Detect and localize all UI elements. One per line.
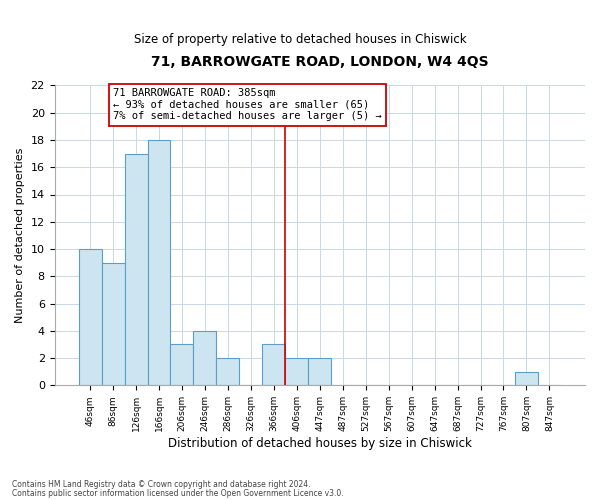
Text: 71 BARROWGATE ROAD: 385sqm
← 93% of detached houses are smaller (65)
7% of semi-: 71 BARROWGATE ROAD: 385sqm ← 93% of deta…	[113, 88, 382, 122]
Text: Size of property relative to detached houses in Chiswick: Size of property relative to detached ho…	[134, 32, 466, 46]
Bar	[286, 358, 308, 386]
Bar	[101, 262, 125, 386]
Bar	[79, 249, 101, 386]
Bar	[217, 358, 239, 386]
Text: Contains HM Land Registry data © Crown copyright and database right 2024.: Contains HM Land Registry data © Crown c…	[12, 480, 311, 489]
Bar	[170, 344, 193, 386]
Bar	[193, 331, 217, 386]
Bar	[262, 344, 286, 386]
Title: 71, BARROWGATE ROAD, LONDON, W4 4QS: 71, BARROWGATE ROAD, LONDON, W4 4QS	[151, 55, 488, 69]
Y-axis label: Number of detached properties: Number of detached properties	[15, 148, 25, 323]
Bar	[148, 140, 170, 386]
Bar	[125, 154, 148, 386]
Bar	[308, 358, 331, 386]
Bar	[515, 372, 538, 386]
X-axis label: Distribution of detached houses by size in Chiswick: Distribution of detached houses by size …	[168, 437, 472, 450]
Text: Contains public sector information licensed under the Open Government Licence v3: Contains public sector information licen…	[12, 488, 344, 498]
